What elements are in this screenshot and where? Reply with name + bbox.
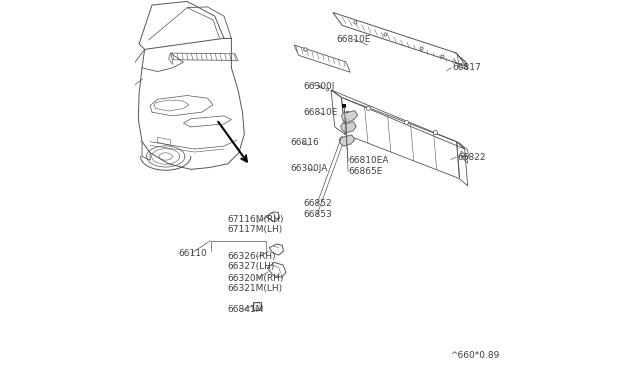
Polygon shape [339, 135, 355, 146]
Text: 66822: 66822 [458, 153, 486, 162]
Text: 66300J: 66300J [303, 82, 335, 91]
Text: 66810E: 66810E [303, 108, 338, 117]
Text: 66817: 66817 [452, 63, 481, 72]
Text: 66110: 66110 [178, 249, 207, 258]
Text: 66810EA: 66810EA [349, 156, 389, 166]
Text: 66810E: 66810E [337, 35, 371, 44]
Text: 66320M(RH): 66320M(RH) [227, 274, 284, 283]
Text: 67117M(LH): 67117M(LH) [227, 225, 282, 234]
Text: 66853: 66853 [303, 210, 332, 219]
Text: 66816: 66816 [291, 138, 319, 147]
Text: 66300JA: 66300JA [291, 164, 328, 173]
Text: 66841M: 66841M [227, 305, 263, 314]
Polygon shape [340, 122, 356, 133]
Text: 66327(LH): 66327(LH) [227, 262, 275, 271]
Text: 66321M(LH): 66321M(LH) [227, 284, 282, 293]
Text: ^660*0.89: ^660*0.89 [450, 351, 499, 360]
Text: 67116M(RH): 67116M(RH) [227, 215, 284, 224]
Text: 66852: 66852 [303, 199, 332, 208]
Text: 66865E: 66865E [349, 167, 383, 176]
Text: 66326(RH): 66326(RH) [227, 252, 276, 262]
Polygon shape [341, 111, 358, 122]
